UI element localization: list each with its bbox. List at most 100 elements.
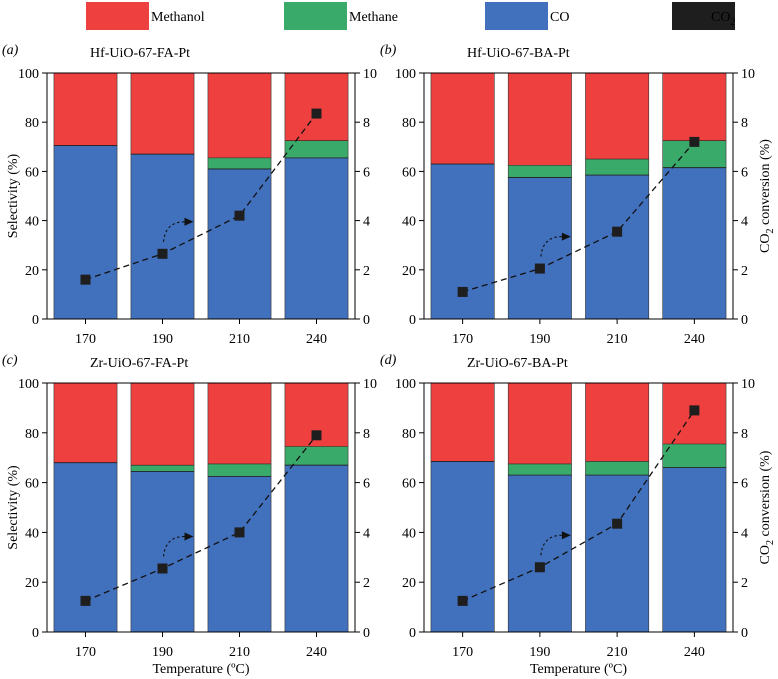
right-tick-label-2: 2 [741,576,748,591]
co2-point-190 [157,563,168,574]
bar-methanol-190 [130,383,195,466]
left-tick-label-80: 80 [402,427,416,442]
bar-methanol-170 [53,73,118,146]
legend-text-co: CO [550,10,569,25]
bar-co-170 [53,145,118,319]
right-axis-label-prefix: CO [758,545,773,564]
left-axis-label: Selectivity (%) [6,465,21,550]
panel-title: Hf-UiO-67-FA-Pt [90,46,190,61]
x-tick-label-240: 240 [306,645,327,660]
right-tick-label-4: 4 [363,526,370,541]
right-tick-label-2: 2 [363,576,370,591]
legend-swatch-co2 [672,2,735,30]
bar-methanol-240 [284,73,349,141]
plot-frame [423,72,734,320]
right-axis-label-sub: 2 [765,228,776,233]
right-tick-label-4: 4 [741,526,748,541]
left-tick-label-20: 20 [25,576,39,591]
x-tick-label-190: 190 [152,645,173,660]
bar-co-170 [53,462,118,632]
bar-methanol-210 [207,383,272,464]
right-axis-arrowhead [184,217,194,226]
co2-point-170 [457,286,468,297]
right-tick-label-4: 4 [741,215,748,230]
legend-label-methanol: Methanol [151,10,205,25]
panel-title: Hf-UiO-67-BA-Pt [467,46,570,61]
x-tick-label-240: 240 [684,332,705,347]
legend-swatch-methanol [86,2,149,30]
right-tick-label-8: 8 [741,427,748,442]
right-tick-label-10: 10 [363,377,377,392]
left-tick-label-60: 60 [402,477,416,492]
panel-b: 0 20 40 60 80 100 0 2 4 6 8 10 170 190 210 240 (b) Hf-UiO… [380,43,776,347]
right-tick-label-8: 8 [741,116,748,131]
right-axis-arrowhead [184,532,194,541]
bar-co-190 [130,471,195,632]
right-tick-label-8: 8 [363,116,370,131]
left-tick-label-80: 80 [25,116,39,131]
bar-methane-190 [508,165,572,178]
left-axis-label: Selectivity (%) [6,153,21,238]
co2-point-190 [534,263,545,274]
right-axis-label-sub: 2 [765,540,776,545]
bar-co-210 [207,168,272,319]
bar-co-240 [284,465,349,632]
legend-swatch-methane [284,2,347,30]
left-tick-label-60: 60 [25,165,39,180]
legend-label-methane: Methane [349,10,398,25]
x-tick-label-170: 170 [75,645,96,660]
panel-c: 0 20 40 60 80 100 0 2 4 6 8 10 170 190 210 240 (c) Zr-UiO… [2,353,377,677]
plot-frame [423,382,734,633]
left-tick-label-0: 0 [409,626,416,641]
left-tick-label-100: 100 [18,67,39,82]
bar-methanol-210 [585,383,649,462]
co2-point-210 [234,210,245,221]
plot-frame [46,382,356,633]
right-axis-label-suffix: conversion (%) [758,139,773,229]
left-tick-label-60: 60 [25,477,39,492]
right-tick-label-6: 6 [363,477,370,492]
bar-methane-240 [284,446,349,466]
x-tick-label-240: 240 [306,332,327,347]
bar-methane-210 [207,157,272,169]
co2-point-170 [457,595,468,606]
right-axis-label: CO2 conversion (%) [758,139,776,253]
co2-conversion-line [85,434,318,602]
right-axis-arrowhead [561,232,571,241]
legend-text-co2: CO [711,10,730,25]
co2-point-190 [534,562,545,573]
bar-methanol-240 [662,73,727,141]
co2-point-240 [311,108,322,119]
right-axis-arrow [540,236,562,257]
x-tick-label-190: 190 [152,332,173,347]
bar-co-210 [585,475,649,632]
legend-label-co2: CO2 [711,10,735,28]
bar-co-240 [662,167,727,319]
right-axis-arrow [540,534,562,556]
bar-methanol-210 [585,73,649,160]
right-axis-label-suffix: conversion (%) [758,450,773,540]
right-tick-label-4: 4 [363,215,370,230]
bar-methane-210 [585,461,649,476]
x-tick-label-210: 210 [607,332,628,347]
bar-methanol-170 [430,73,495,165]
left-tick-label-100: 100 [395,377,416,392]
left-tick-label-0: 0 [32,313,39,328]
legend-label-co: CO [550,10,569,25]
left-tick-label-100: 100 [395,67,416,82]
right-tick-label-0: 0 [741,313,748,328]
x-axis-label: Temperature (ºC) [530,662,627,677]
bar-methanol-170 [430,383,495,462]
co2-conversion-line [462,410,695,602]
panel-a: 0 20 40 60 80 100 0 2 4 6 8 10 170 190 210 240 (a) Hf-UiO… [2,43,377,347]
panel-letter: (d) [380,353,397,368]
legend-text-methane: Methane [349,10,398,25]
right-axis-arrowhead [561,531,571,540]
left-tick-label-20: 20 [25,264,39,279]
left-tick-label-40: 40 [402,526,416,541]
co2-point-210 [612,226,623,237]
co2-point-210 [234,527,245,538]
left-tick-label-0: 0 [32,626,39,641]
